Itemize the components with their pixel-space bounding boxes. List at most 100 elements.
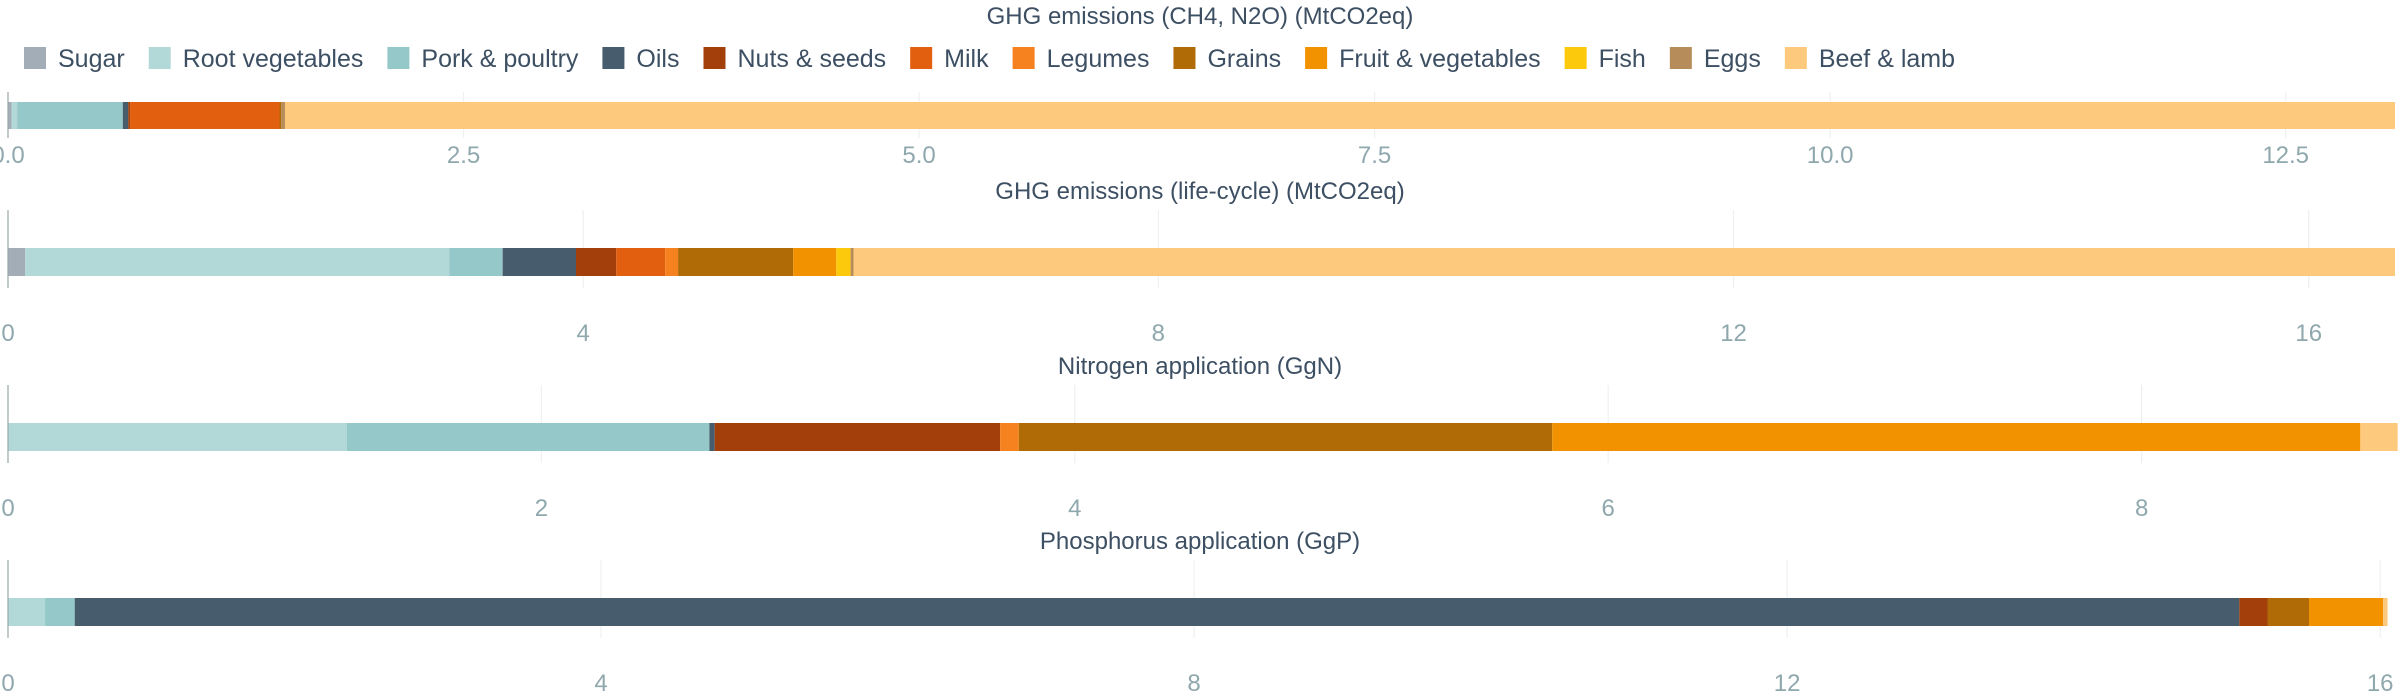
subplot-title: GHG emissions (CH4, N2O) (MtCO2eq) xyxy=(987,3,1414,30)
bar-segment-fruit-and-vegetables[interactable] xyxy=(793,248,837,276)
bar-segment-eggs[interactable] xyxy=(850,248,854,276)
legend-swatch-grains xyxy=(1173,47,1196,69)
bar-segment-grains[interactable] xyxy=(279,102,282,129)
bar-segment-grains[interactable] xyxy=(1018,423,1553,451)
legend-swatch-root-vegetables xyxy=(148,47,171,69)
bar-segment-beef-and-lamb[interactable] xyxy=(2360,423,2398,451)
x-tick-label: 12 xyxy=(1774,670,1801,697)
bar-stack xyxy=(8,423,2398,451)
subplot-2: GHG emissions (life-cycle) (MtCO2eq) 0 4 8 1… xyxy=(1,178,2396,347)
bar-segment-fruit-and-vegetables[interactable] xyxy=(2309,598,2384,626)
legend-item-fruit-and-vegetables[interactable]: Fruit & vegetables xyxy=(1305,45,1541,73)
bar-segment-milk[interactable] xyxy=(130,102,280,129)
subplot-title: GHG emissions (life-cycle) (MtCO2eq) xyxy=(995,178,1404,205)
legend-item-legumes[interactable]: Legumes xyxy=(1012,45,1150,73)
x-tick-label: 6 xyxy=(1602,495,1615,522)
x-tick-label: 4 xyxy=(1068,495,1081,522)
legend-item-nuts-and-seeds[interactable]: Nuts & seeds xyxy=(703,45,886,73)
legend-swatch-sugar xyxy=(24,47,46,69)
legend-item-oils[interactable]: Oils xyxy=(602,45,679,73)
bar-segment-oils[interactable] xyxy=(502,248,576,276)
bar-segment-oils[interactable] xyxy=(74,598,2240,626)
legend-swatch-milk xyxy=(910,47,933,69)
bar-segment-nuts-and-seeds[interactable] xyxy=(2239,598,2268,626)
legend-label-oils: Oils xyxy=(636,45,679,73)
legend: Sugar Root vegetables Pork & poultry Oils Nu… xyxy=(24,45,1955,73)
legend-label-legumes: Legumes xyxy=(1047,45,1150,73)
bar-segment-root-vegetables[interactable] xyxy=(11,102,18,129)
x-tick-label: 2.5 xyxy=(447,142,480,169)
legend-swatch-legumes xyxy=(1012,47,1035,69)
legend-swatch-fish xyxy=(1564,47,1587,69)
legend-item-root-vegetables[interactable]: Root vegetables xyxy=(148,45,364,73)
bar-segment-sugar[interactable] xyxy=(8,102,12,129)
subplot-4: Phosphorus application (GgP) 0 4 8 12 16 xyxy=(1,528,2393,697)
bar-segment-oils[interactable] xyxy=(122,102,129,129)
x-tick-label: 5.0 xyxy=(902,142,935,169)
legend-item-eggs[interactable]: Eggs xyxy=(1669,45,1761,73)
legend-swatch-eggs xyxy=(1669,47,1692,69)
bar-segment-root-vegetables[interactable] xyxy=(8,598,46,626)
bar-segment-sugar[interactable] xyxy=(8,248,26,276)
legend-item-sugar[interactable]: Sugar xyxy=(24,45,125,73)
legend-item-beef-and-lamb[interactable]: Beef & lamb xyxy=(1784,45,1955,73)
legend-label-grains: Grains xyxy=(1207,45,1281,73)
x-tick-label: 8 xyxy=(2135,495,2148,522)
bar-segment-pork-and-poultry[interactable] xyxy=(346,423,710,451)
x-tick-label: 10.0 xyxy=(1807,142,1854,169)
legend-label-milk: Milk xyxy=(944,45,989,73)
x-tick-label: 0 xyxy=(1,495,14,522)
x-tick-label: 4 xyxy=(577,320,590,347)
bar-segment-pork-and-poultry[interactable] xyxy=(45,598,75,626)
x-tick-label: 8 xyxy=(1187,670,1200,697)
bar-segment-beef-and-lamb[interactable] xyxy=(284,102,2396,129)
legend-label-fruit-and-vegetables: Fruit & vegetables xyxy=(1339,45,1541,73)
x-tick-label: 0.0 xyxy=(0,142,25,169)
legend-item-fish[interactable]: Fish xyxy=(1564,45,1646,73)
bar-segment-fish[interactable] xyxy=(836,248,851,276)
subplot-3: Nitrogen application (GgN) 0 2 4 6 8 xyxy=(1,353,2398,522)
x-tick-label: 2 xyxy=(535,495,548,522)
x-tick-label: 0 xyxy=(1,670,14,697)
legend-label-eggs: Eggs xyxy=(1704,45,1761,73)
subplot-title: Nitrogen application (GgN) xyxy=(1058,353,1342,380)
subplot-1: GHG emissions (CH4, N2O) (MtCO2eq) 0.0 2.5… xyxy=(0,3,2396,169)
bar-segment-milk[interactable] xyxy=(616,248,666,276)
bar-segment-legumes[interactable] xyxy=(665,248,679,276)
x-tick-label: 16 xyxy=(2367,670,2394,697)
bar-segment-nuts-and-seeds[interactable] xyxy=(714,423,1001,451)
legend-label-root-vegetables: Root vegetables xyxy=(183,45,364,73)
x-tick-label: 7.5 xyxy=(1358,142,1391,169)
x-tick-label: 8 xyxy=(1152,320,1165,347)
bar-segment-pork-and-poultry[interactable] xyxy=(449,248,503,276)
bar-segment-root-vegetables[interactable] xyxy=(25,248,450,276)
bar-segment-nuts-and-seeds[interactable] xyxy=(128,102,131,129)
x-tick-label: 0 xyxy=(1,320,14,347)
x-tick-label: 12.5 xyxy=(2262,142,2309,169)
legend-swatch-oils xyxy=(602,47,625,69)
bar-segment-pork-and-poultry[interactable] xyxy=(17,102,123,129)
bar-segment-grains[interactable] xyxy=(2267,598,2310,626)
subplot-title: Phosphorus application (GgP) xyxy=(1040,528,1360,555)
bar-stack xyxy=(8,248,2396,276)
legend-item-grains[interactable]: Grains xyxy=(1173,45,1281,73)
legend-item-milk[interactable]: Milk xyxy=(910,45,989,73)
bar-segment-beef-and-lamb[interactable] xyxy=(853,248,2396,276)
legend-swatch-pork-and-poultry xyxy=(387,47,410,69)
bar-segment-legumes[interactable] xyxy=(1000,423,1019,451)
bar-stack xyxy=(8,102,2396,129)
legend-label-sugar: Sugar xyxy=(58,45,125,73)
bar-segment-beef-and-lamb[interactable] xyxy=(2383,598,2388,626)
x-tick-label: 16 xyxy=(2295,320,2322,347)
x-tick-label: 4 xyxy=(594,670,607,697)
legend-label-nuts-and-seeds: Nuts & seeds xyxy=(737,45,886,73)
bar-segment-root-vegetables[interactable] xyxy=(8,423,347,451)
legend-item-pork-and-poultry[interactable]: Pork & poultry xyxy=(387,45,579,73)
bar-segment-fruit-and-vegetables[interactable] xyxy=(1552,423,2361,451)
legend-swatch-beef-and-lamb xyxy=(1784,47,1807,69)
bar-segment-nuts-and-seeds[interactable] xyxy=(575,248,617,276)
bar-segment-oils[interactable] xyxy=(709,423,715,451)
bar-segment-grains[interactable] xyxy=(678,248,794,276)
bar-segment-eggs[interactable] xyxy=(281,102,285,129)
